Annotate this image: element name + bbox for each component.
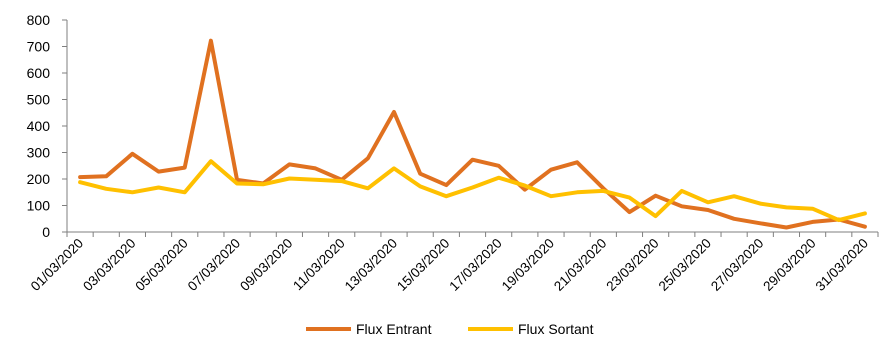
y-tick-label: 400 [27, 118, 51, 134]
x-tick-label: 17/03/2020 [446, 236, 504, 294]
x-tick-label: 01/03/2020 [28, 236, 86, 294]
series-line-flux-sortant [78, 159, 867, 223]
x-tick-label: 19/03/2020 [499, 236, 557, 294]
y-axis: 0 100 200 300 400 500 600 700 800 [27, 12, 68, 240]
x-tick-label: 25/03/2020 [656, 236, 714, 294]
x-tick-label: 15/03/2020 [394, 236, 452, 294]
x-tick-label: 13/03/2020 [342, 236, 400, 294]
x-tick-label: 11/03/2020 [290, 236, 348, 294]
x-tick-label: 27/03/2020 [708, 236, 766, 294]
y-tick-label: 600 [27, 65, 51, 81]
legend-label: Flux Sortant [518, 321, 594, 337]
x-tick-label: 03/03/2020 [80, 236, 138, 294]
y-tick-label: 0 [42, 224, 50, 240]
series-layer [78, 38, 867, 230]
x-tick-label: 07/03/2020 [185, 236, 243, 294]
x-tick-label: 05/03/2020 [132, 236, 190, 294]
x-tick-label: 09/03/2020 [237, 236, 295, 294]
legend: Flux Entrant Flux Sortant [306, 321, 594, 337]
series-line-flux-entrant [78, 38, 867, 230]
x-axis: 01/03/202003/03/202005/03/202007/03/2020… [28, 231, 879, 294]
x-tick-label: 23/03/2020 [603, 236, 661, 294]
x-tick-label: 31/03/2020 [813, 236, 871, 294]
x-tick-label: 21/03/2020 [551, 236, 609, 294]
y-tick-label: 800 [27, 12, 51, 28]
legend-label: Flux Entrant [356, 321, 432, 337]
y-tick-label: 300 [27, 145, 51, 161]
y-tick-label: 700 [27, 39, 51, 55]
y-tick-label: 200 [27, 171, 51, 187]
x-tick-label: 29/03/2020 [760, 236, 818, 294]
y-tick-label: 500 [27, 92, 51, 108]
y-tick-label: 100 [27, 198, 51, 214]
